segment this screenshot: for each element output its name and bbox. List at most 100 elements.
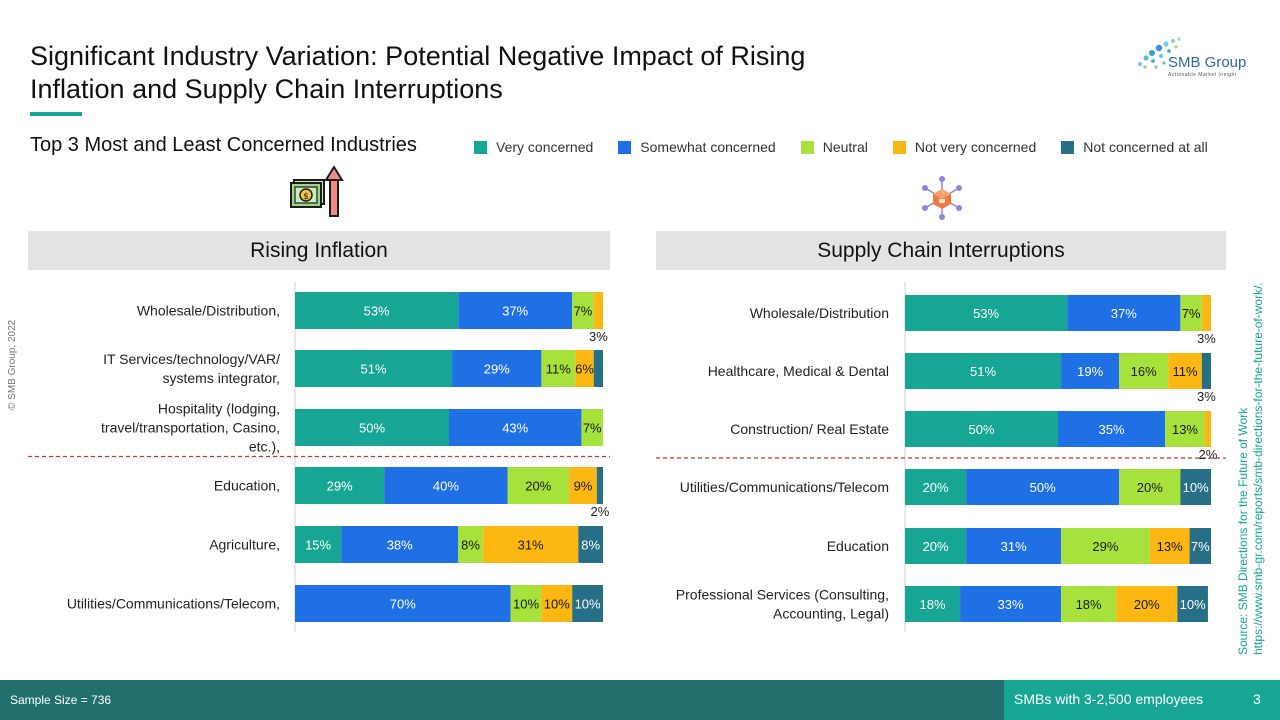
legend-label: Very concerned [496,139,594,155]
bar-segment [1116,586,1178,622]
data-label: 10% [1180,597,1206,612]
bar-segment [1119,469,1181,505]
data-label: 10% [1183,480,1209,495]
panel-header-supply-chain: Supply Chain Interruptions [656,231,1226,270]
category-label: Hospitality (lodging, [158,401,280,417]
bar-segment [1058,411,1166,447]
bar-segment [1180,295,1202,331]
category-label: Wholesale/Distribution, [137,303,280,319]
legend-swatch [474,140,487,154]
legend-item-somewhat-concerned: Somewhat concerned [618,139,776,155]
bar-segment [295,292,459,329]
bar-segment [905,353,1062,389]
respondent-scope: SMBs with 3-2,500 employees [1014,691,1204,707]
data-label: 51% [970,364,996,379]
data-label: 50% [968,422,994,437]
data-label: 16% [1131,364,1157,379]
svg-text:$: $ [303,192,309,202]
bar-segment [1061,528,1150,564]
data-label: 2% [1199,447,1218,462]
panel-header-rising-inflation: Rising Inflation [28,231,610,270]
legend-label: Not concerned at all [1083,139,1208,155]
chart-legend: Very concerned Somewhat concerned Neutra… [474,139,1208,155]
data-label: 9% [574,479,593,494]
data-label: 19% [1077,364,1103,379]
legend-swatch [1061,140,1075,154]
data-label: 31% [518,538,544,553]
data-label: 7% [583,421,602,436]
bar-segment [295,467,385,504]
data-label: 10% [513,597,539,612]
bar-segment [575,350,594,387]
bar-segment [905,295,1068,331]
bar-segment [1067,295,1181,331]
sample-size: Sample Size = 736 [10,693,112,707]
source-note: Source: SMB Directions for the Future of… [1236,282,1266,655]
data-label: 33% [998,597,1024,612]
category-label: Education, [214,478,280,494]
bar-segment [1189,528,1211,564]
bar-segment [510,585,542,622]
bar-segment [295,350,453,387]
page-number: 3 [1253,691,1261,707]
bar-segment [581,409,603,446]
data-label: 2% [591,504,610,519]
data-label: 37% [502,304,528,319]
logo-name: SMB Group [1168,54,1247,71]
legend-swatch [892,140,906,154]
legend-item-not-concerned-at-all: Not concerned at all [1061,139,1208,155]
bar-segment [905,469,967,505]
title-underline [30,112,82,116]
legend-label: Neutral [822,139,868,155]
bar-segment [458,526,483,563]
data-label: 35% [1099,422,1125,437]
data-label: 20% [1134,597,1160,612]
bar-segment [384,467,508,504]
data-label: 31% [1001,539,1027,554]
data-label: 7% [574,304,593,319]
bar-segment [1149,528,1190,564]
logo-tagline: Actionable Market Insight [1168,72,1237,78]
bar-segment [593,292,603,329]
bar-segment [295,585,511,622]
slide-subtitle: Top 3 Most and Least Concerned Industrie… [30,134,417,156]
data-label: 8% [461,538,480,553]
legend-item-neutral: Neutral [800,139,868,155]
data-label: 18% [920,597,946,612]
bar-segment [1165,411,1205,447]
data-label: 15% [305,538,331,553]
data-label: 3% [1197,389,1216,404]
data-label: 6% [575,362,594,377]
data-label: 7% [1182,306,1201,321]
data-label: 38% [387,538,413,553]
bar-segment [1201,353,1211,389]
bar-segment [449,409,582,446]
bar-segment [1168,353,1202,389]
legend-label: Not very concerned [914,139,1037,155]
bar-segment [905,586,961,622]
bar-segment [1061,586,1117,622]
bar-segment [596,467,603,504]
bar-segment [966,528,1062,564]
category-label: Education [827,538,889,554]
bar-segment [578,526,603,563]
bar-segment [1204,411,1211,447]
category-label: Utilities/Communications/Telecom, [67,596,280,612]
data-label: 29% [327,479,353,494]
category-label: etc.), [249,439,280,455]
bar-segment [572,585,603,622]
data-label: 29% [1092,539,1118,554]
data-label: 37% [1111,306,1137,321]
money-inflation-icon: $ [290,166,344,217]
bar-segment [295,526,342,563]
supply-chain-network-icon [922,176,962,220]
bar-segment [452,350,542,387]
data-label: 13% [1157,539,1183,554]
data-label: 11% [1172,364,1197,379]
slide-title: Significant Industry Variation: Potentia… [30,41,806,104]
bar-segment [960,586,1062,622]
bar-segment [905,528,967,564]
bar-segment [569,467,597,504]
category-label: Agriculture, [209,537,280,553]
